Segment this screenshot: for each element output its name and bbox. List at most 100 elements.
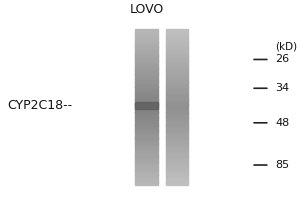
Text: 48: 48 [275,118,289,128]
Bar [166,86,188,89]
Bar [166,120,188,123]
Bar [166,79,188,82]
Bar [135,156,158,159]
Bar [166,73,188,76]
Bar [135,35,158,37]
Bar [135,141,158,144]
Bar [135,68,158,71]
Bar [166,55,188,58]
Bar [135,79,158,82]
Bar [166,177,188,180]
Bar [135,138,158,141]
Bar [166,159,188,162]
Bar [166,182,188,185]
Bar [166,128,188,131]
Bar [135,37,158,40]
Bar [135,58,158,61]
Text: (kD): (kD) [275,41,297,51]
Bar [166,154,188,157]
Bar [135,81,158,84]
Bar [135,161,158,164]
Bar [135,40,158,43]
Bar [135,50,158,53]
Bar [166,141,188,144]
Bar [135,73,158,76]
Bar [135,110,158,113]
Bar [135,63,158,66]
Bar [166,89,188,92]
Bar [166,138,188,141]
Bar [135,154,158,157]
Bar [135,143,158,146]
Bar [166,115,188,118]
Bar [166,66,188,69]
Bar [166,136,188,139]
Bar [166,104,188,107]
Bar [166,180,188,183]
Bar [135,159,158,162]
Bar [166,174,188,177]
Bar [166,125,188,128]
Bar [135,169,158,172]
Bar [135,180,158,183]
Bar [166,94,188,97]
Bar [166,37,188,40]
Bar [135,107,158,110]
Bar [166,110,188,113]
Bar [135,130,158,133]
Text: 85: 85 [275,160,289,170]
Bar [166,60,188,63]
Bar [166,81,188,84]
Bar [166,117,188,120]
Bar [135,45,158,48]
Bar [166,123,188,126]
Bar [166,35,188,37]
Bar [135,29,158,32]
Bar [166,102,188,105]
Bar [135,136,158,139]
Bar [135,84,158,87]
Bar [166,143,188,146]
Bar [135,102,158,109]
Bar [166,92,188,94]
Bar [166,107,188,110]
Bar [135,86,158,89]
Bar [166,40,188,43]
Bar [135,112,158,115]
Bar [135,55,158,58]
Bar [135,133,158,136]
Bar [166,71,188,74]
Bar [166,97,188,100]
Bar [135,172,158,175]
Bar [135,177,158,180]
Bar [135,125,158,128]
Bar [135,71,158,74]
Bar [135,164,158,167]
Bar [166,172,188,175]
Bar [166,84,188,87]
Bar [135,149,158,151]
Bar [166,58,188,61]
Bar [135,128,158,131]
Bar [135,47,158,50]
Bar [166,112,188,115]
Bar [135,66,158,69]
Text: CYP2C18--: CYP2C18-- [7,99,72,112]
Bar [135,146,158,149]
Bar [135,115,158,118]
Text: 26: 26 [275,54,289,64]
Bar [166,164,188,167]
Bar [166,47,188,50]
Bar [135,94,158,97]
Bar [166,76,188,79]
Bar [135,104,158,107]
Bar [166,130,188,133]
Bar [135,167,158,170]
Bar [166,133,188,136]
Bar [166,50,188,53]
Bar [135,151,158,154]
Bar [166,149,188,151]
Bar [135,42,158,45]
Bar [135,89,158,92]
Bar [135,32,158,35]
